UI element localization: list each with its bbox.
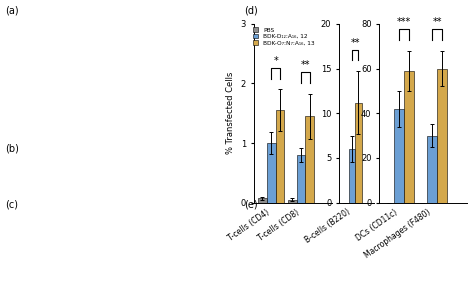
- Text: (d): (d): [244, 6, 257, 16]
- Bar: [404, 71, 414, 203]
- Legend: PBS, BDK-D₁₂:A₁₆, 12, BDK-O₇:N₇:A₁₆, 13: PBS, BDK-D₁₂:A₁₆, 12, BDK-O₇:N₇:A₁₆, 13: [253, 27, 315, 46]
- Text: **: **: [350, 38, 360, 48]
- Text: (c): (c): [5, 200, 18, 210]
- Bar: [428, 136, 437, 203]
- Bar: [437, 69, 447, 203]
- Text: *: *: [273, 56, 278, 66]
- Bar: [348, 149, 355, 203]
- Bar: [258, 198, 267, 203]
- Text: **: **: [301, 60, 310, 70]
- Y-axis label: % Transfected Cells: % Transfected Cells: [226, 72, 235, 154]
- Bar: [267, 143, 276, 203]
- Text: (a): (a): [5, 6, 18, 16]
- Bar: [355, 103, 362, 203]
- Bar: [297, 155, 305, 203]
- Text: (b): (b): [5, 143, 18, 153]
- Text: ***: ***: [397, 17, 411, 27]
- Bar: [394, 109, 404, 203]
- Bar: [288, 200, 297, 203]
- Text: **: **: [432, 17, 442, 27]
- Bar: [305, 116, 314, 203]
- Text: (e): (e): [244, 200, 257, 210]
- Bar: [276, 110, 284, 203]
